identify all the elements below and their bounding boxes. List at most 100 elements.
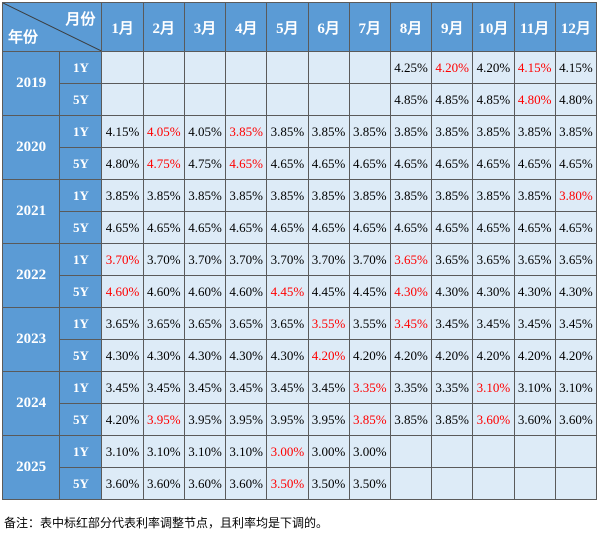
rate-cell — [101, 83, 144, 116]
rate-cell: 4.60% — [183, 275, 227, 308]
rate-cell: 4.20% — [472, 51, 515, 84]
rate-cell: 3.45% — [225, 371, 268, 404]
rate-cell: 4.65% — [225, 211, 268, 244]
rate-cell: 4.65% — [389, 147, 433, 180]
rate-cell — [554, 467, 598, 500]
month-header: 10月 — [472, 2, 515, 52]
rate-cell: 3.85% — [266, 179, 309, 212]
rate-cell: 3.45% — [307, 371, 350, 404]
rate-cell: 3.55% — [348, 307, 391, 340]
rate-cell: 4.60% — [225, 275, 268, 308]
rate-cell: 4.30% — [554, 275, 598, 308]
rate-cell: 4.20% — [307, 339, 350, 372]
table-row: 2021 1Y 3.85% 3.85% 3.85% 3.85% 3.85% 3.85% 3.85… — [1, 179, 598, 244]
month-header: 3月 — [183, 2, 227, 52]
rate-cell: 3.65% — [472, 243, 515, 276]
rate-cell: 3.35% — [431, 371, 474, 404]
rate-cell: 4.25% — [389, 51, 433, 84]
month-header: 1月 — [101, 2, 144, 52]
rate-cell: 3.85% — [389, 403, 433, 436]
rate-cell: 3.45% — [513, 307, 556, 340]
rate-cell: 3.70% — [266, 243, 309, 276]
rate-cell: 3.10% — [183, 435, 227, 468]
rate-cell — [225, 51, 268, 84]
year-cell: 2024 — [1, 371, 61, 436]
month-header: 12月 — [554, 2, 598, 52]
rate-cell — [348, 83, 391, 116]
rate-cell: 3.70% — [101, 243, 144, 276]
rate-cell: 3.45% — [183, 371, 227, 404]
term-cell: 1Y — [59, 307, 103, 340]
rate-cell: 3.45% — [431, 307, 474, 340]
rate-cell: 3.00% — [307, 435, 350, 468]
rate-cell: 3.60% — [142, 467, 185, 500]
year-cell: 2023 — [1, 307, 61, 372]
rate-cell: 3.10% — [101, 435, 144, 468]
rate-cell: 4.30% — [431, 275, 474, 308]
rate-cell: 3.70% — [225, 243, 268, 276]
rate-cell: 4.20% — [348, 339, 391, 372]
rate-cell: 3.85% — [431, 179, 474, 212]
rate-cell: 4.60% — [142, 275, 185, 308]
rate-cell: 4.05% — [183, 115, 227, 148]
rate-cell: 4.65% — [348, 147, 391, 180]
table-row: 5Y 4.80% 4.75% 4.75% 4.65% 4.65% 4.65% 4.65% 4.6… — [3, 147, 598, 180]
month-header: 2月 — [142, 2, 185, 52]
rate-cell: 3.70% — [142, 243, 185, 276]
rate-cell: 4.15% — [101, 115, 144, 148]
rate-cell: 4.30% — [513, 275, 556, 308]
rate-cell: 3.85% — [554, 115, 598, 148]
rate-cell — [513, 435, 556, 468]
month-header: 9月 — [431, 2, 474, 52]
rate-cell: 4.30% — [266, 339, 309, 372]
rate-cell: 3.85% — [101, 179, 144, 212]
rate-cell: 3.65% — [266, 307, 309, 340]
rate-cell: 3.95% — [183, 403, 227, 436]
rate-cell: 4.65% — [554, 211, 598, 244]
rate-cell: 3.65% — [431, 243, 474, 276]
rate-cell: 4.20% — [472, 339, 515, 372]
rate-cell: 4.20% — [101, 403, 144, 436]
rate-cell: 3.85% — [431, 403, 474, 436]
rate-cell — [142, 83, 185, 116]
rate-cell: 4.65% — [431, 211, 474, 244]
rate-cell: 4.20% — [431, 339, 474, 372]
rate-cell: 3.95% — [307, 403, 350, 436]
rate-cell: 3.65% — [554, 243, 598, 276]
rate-cell: 3.45% — [101, 371, 144, 404]
rate-cell — [348, 51, 391, 84]
rate-cell: 4.65% — [554, 147, 598, 180]
rate-cell: 4.65% — [389, 211, 433, 244]
rate-cell — [472, 435, 515, 468]
rate-cell: 3.95% — [142, 403, 185, 436]
rate-cell: 4.45% — [266, 275, 309, 308]
month-header: 7月 — [348, 2, 391, 52]
term-cell: 5Y — [59, 211, 103, 244]
rate-cell: 4.85% — [431, 83, 474, 116]
rate-cell: 4.65% — [266, 147, 309, 180]
rate-cell: 3.85% — [513, 115, 556, 148]
rate-cell: 4.20% — [513, 339, 556, 372]
rate-cell: 3.60% — [513, 403, 556, 436]
rate-cell: 3.35% — [348, 371, 391, 404]
rate-cell: 4.65% — [472, 147, 515, 180]
term-cell: 5Y — [59, 275, 103, 308]
term-cell: 5Y — [59, 339, 103, 372]
rate-cell: 3.35% — [389, 371, 433, 404]
term-cell: 5Y — [59, 403, 103, 436]
year-cell: 2020 — [1, 115, 61, 180]
rate-cell: 3.50% — [348, 467, 391, 500]
header-row: 月份 年份 1月 2月 3月 4月 5月 6月 7月 8月 9月 10月 11月 12月 — [1, 2, 598, 52]
footnote: 备注：表中标红部分代表利率调整节点，且利率均是下调的。 — [4, 516, 329, 530]
term-cell: 5Y — [59, 147, 103, 180]
rate-cell: 3.00% — [348, 435, 391, 468]
rate-cell: 3.60% — [225, 467, 268, 500]
rate-cell: 4.80% — [554, 83, 598, 116]
month-header: 8月 — [389, 2, 433, 52]
rate-cell: 3.60% — [183, 467, 227, 500]
rate-cell: 4.60% — [101, 275, 144, 308]
rate-cell: 3.50% — [266, 467, 309, 500]
rate-cell: 4.30% — [142, 339, 185, 372]
rate-cell: 3.65% — [101, 307, 144, 340]
rate-cell — [389, 467, 433, 500]
